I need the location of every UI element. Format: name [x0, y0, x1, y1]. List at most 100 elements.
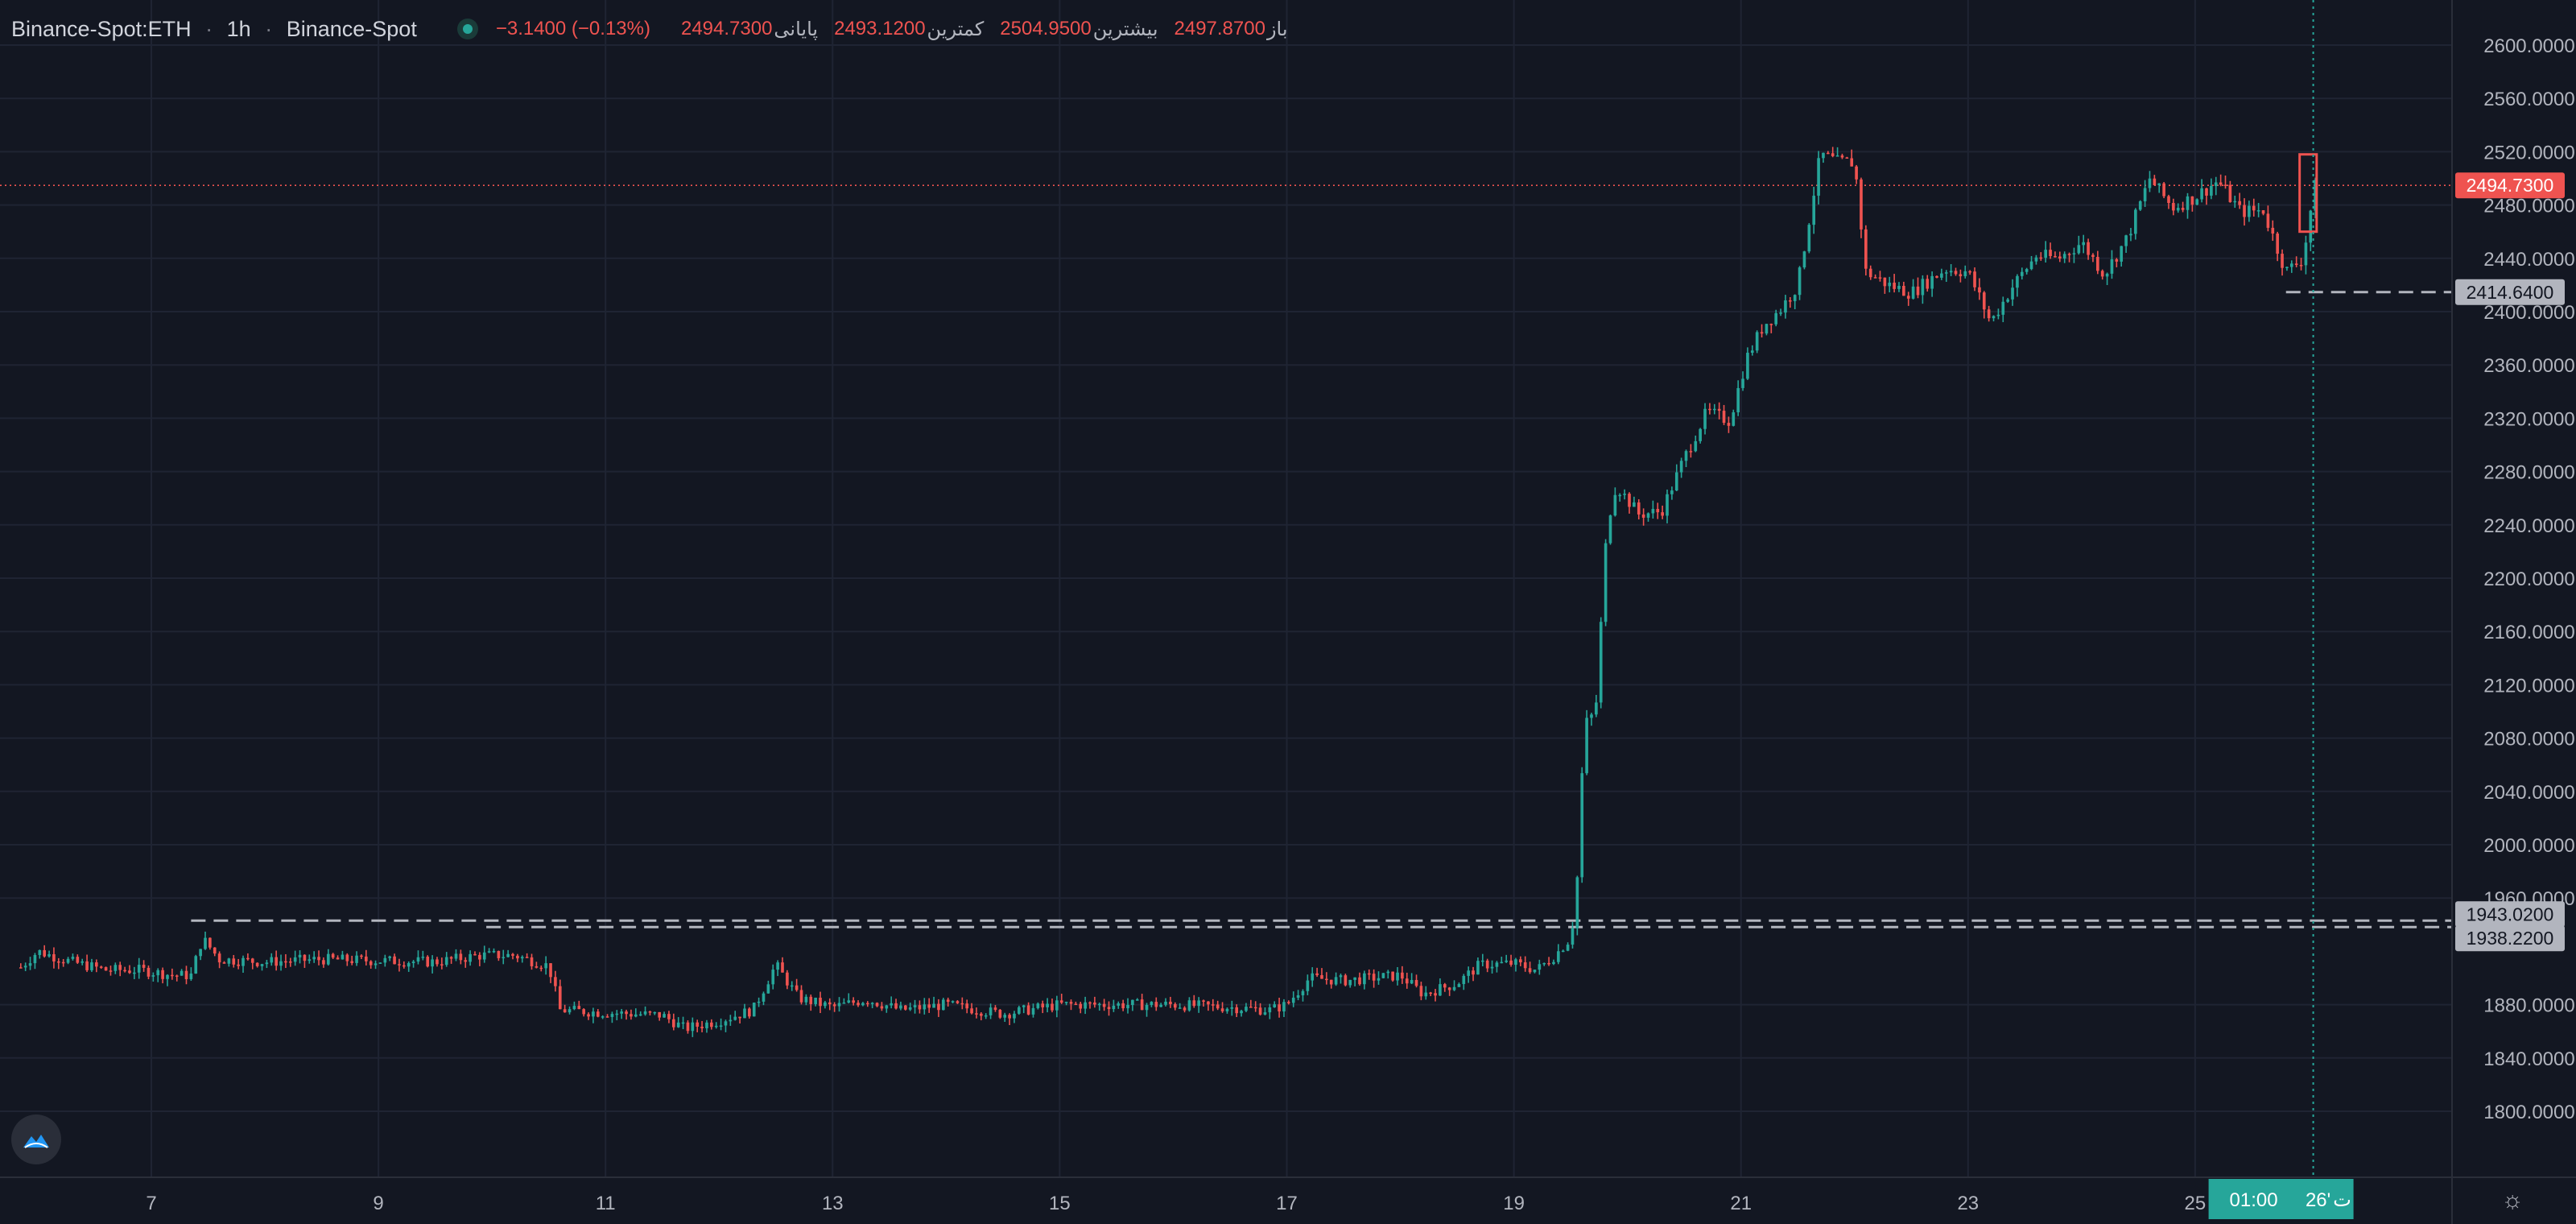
candle-body: [970, 1008, 973, 1014]
candle-body: [1949, 271, 1953, 273]
candle-body: [1585, 717, 1588, 774]
candle-body: [667, 1014, 671, 1019]
candle-body: [2181, 208, 2185, 210]
candle-body: [1202, 1000, 1205, 1002]
candle-body: [696, 1022, 700, 1027]
candle-body: [1457, 984, 1461, 987]
candle-body: [1926, 279, 1930, 289]
low-value: 2493.1200: [834, 18, 926, 39]
candle-body: [464, 960, 468, 962]
candle-body: [743, 1008, 746, 1019]
candle-body: [1679, 461, 1683, 473]
candle-body: [1443, 984, 1447, 988]
symbol-title[interactable]: Binance-Spot:ETH · 1h · Binance-Spot: [11, 17, 417, 42]
candle-body: [1566, 945, 1570, 951]
candle-body: [1637, 502, 1641, 515]
level-price-tag: [2455, 925, 2565, 952]
candle-body: [449, 957, 453, 959]
candle-body: [43, 949, 46, 957]
candle-body: [1344, 975, 1348, 986]
gear-icon[interactable]: ☼: [2501, 1187, 2524, 1214]
candle-body: [1542, 962, 1546, 965]
candle-body: [771, 970, 775, 985]
candle-body: [1982, 292, 1986, 310]
candle-body: [1878, 277, 1882, 279]
candle-body: [563, 1009, 567, 1013]
candle-body: [686, 1022, 690, 1032]
candle-body: [980, 1013, 983, 1016]
candle-body: [1353, 977, 1356, 980]
candle-body: [1684, 451, 1688, 461]
x-tick-label: 15: [1049, 1193, 1071, 1214]
candle-body: [284, 961, 287, 963]
candle-body: [2143, 188, 2147, 201]
candle-body: [1164, 1001, 1167, 1005]
candle-body: [1784, 300, 1787, 313]
candle-body: [2281, 254, 2284, 268]
candle-body: [2223, 184, 2227, 186]
crosshair-day-label: 26': [2306, 1189, 2330, 1211]
level-price-label: 1938.2200: [2467, 928, 2554, 949]
candle-body: [1779, 312, 1782, 314]
candle-body: [1315, 973, 1319, 975]
candle-body: [2105, 273, 2109, 277]
candle-body: [989, 1007, 993, 1015]
candle-body: [1641, 514, 1645, 518]
candle-body: [217, 953, 221, 963]
candle-body: [832, 1004, 836, 1007]
candle-body: [733, 1016, 737, 1020]
candle-body: [279, 961, 283, 966]
candle-body: [568, 1009, 572, 1013]
candle-body: [80, 961, 85, 963]
candle-body: [1864, 229, 1868, 269]
candle-body: [1197, 1000, 1201, 1007]
candle-body: [1367, 973, 1371, 975]
candle-body: [2285, 267, 2289, 269]
candle-body: [790, 985, 794, 987]
candle-body: [1765, 324, 1769, 334]
candle-body: [1599, 622, 1603, 703]
candle-body: [2011, 287, 2014, 300]
y-tick-label: 2200.0000: [2483, 569, 2574, 590]
candle-body: [1590, 714, 1593, 718]
candle-body: [336, 957, 340, 960]
candle-body: [2001, 301, 2005, 315]
cloud-logo-icon[interactable]: [11, 1114, 61, 1164]
y-tick-label: 2480.0000: [2483, 196, 2574, 217]
candle-body: [19, 967, 23, 969]
candle-body: [1699, 428, 1702, 441]
crosshair-suffix-label: ت: [2333, 1189, 2351, 1211]
candle-body: [171, 974, 174, 977]
candle-body: [416, 957, 420, 962]
candle-body: [2062, 254, 2066, 259]
candle-body: [331, 953, 335, 958]
candle-body: [1169, 1001, 1172, 1005]
candle-body: [1126, 1005, 1129, 1009]
candle-body: [516, 955, 519, 959]
candle-body: [819, 997, 822, 1007]
candle-body: [1817, 158, 1820, 196]
candle-body: [142, 965, 146, 968]
candle-body: [2200, 188, 2203, 200]
candle-body: [1055, 1000, 1059, 1011]
candle-body: [1018, 1007, 1021, 1014]
candle-body: [2289, 263, 2293, 267]
x-tick-label: 9: [373, 1193, 383, 1214]
candle-body: [786, 972, 789, 986]
candle-body: [1485, 960, 1489, 969]
x-tick-label: 7: [146, 1193, 156, 1214]
candle-body: [1732, 412, 1736, 426]
y-tick-label: 2000.0000: [2483, 835, 2574, 857]
candle-body: [1348, 979, 1352, 986]
candle-body: [960, 1003, 964, 1005]
candle-body: [776, 962, 779, 970]
candle-body: [1301, 990, 1305, 996]
candle-body: [1358, 977, 1361, 985]
candle-body: [1245, 1007, 1248, 1011]
candle-body: [2190, 196, 2194, 205]
candle-body: [1088, 1002, 1092, 1004]
candle-body: [885, 1005, 889, 1009]
candle-body: [1051, 1003, 1054, 1011]
high-value: 2504.9500: [1000, 18, 1092, 39]
